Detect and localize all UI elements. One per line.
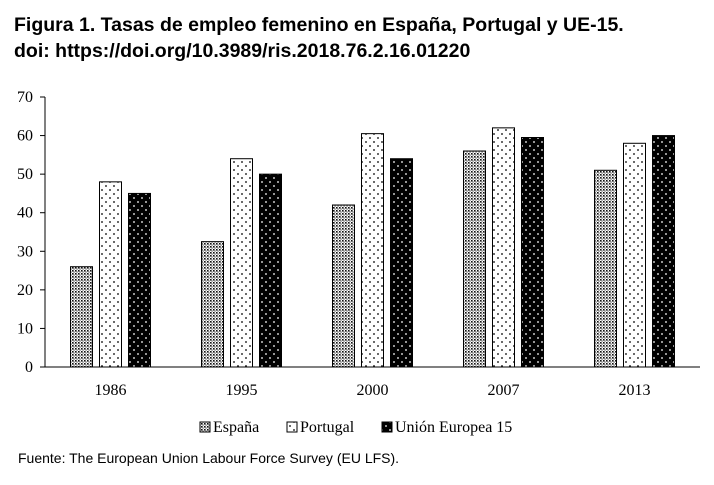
bar-1986-españa [70, 266, 93, 368]
y-tick-label: 20 [17, 282, 33, 299]
legend-label: España [213, 419, 259, 436]
bar-2013-portugal [623, 142, 646, 368]
y-axis: 0 10 20 30 40 50 60 70 [17, 89, 46, 376]
legend: España Portugal Unión Europea 15 [199, 419, 512, 436]
bar-2007-españa [463, 150, 486, 368]
x-tick-label: 2007 [488, 382, 520, 399]
legend-swatch [286, 421, 298, 433]
bar-2000-portugal [361, 133, 384, 368]
bar-2007-portugal [492, 127, 515, 368]
y-tick-label: 10 [17, 320, 33, 337]
bar-1995-portugal [230, 158, 253, 368]
legend-swatch [381, 421, 393, 433]
bar-2000-unión-europea-15 [390, 158, 413, 368]
bar-2013-españa [594, 169, 617, 368]
x-tick-label: 1986 [95, 382, 127, 399]
y-tick-label: 40 [17, 205, 33, 222]
bar-1986-unión-europea-15 [128, 192, 151, 368]
legend-label: Unión Europea 15 [395, 419, 512, 436]
y-tick-label: 0 [25, 359, 33, 376]
x-tick-label: 2000 [357, 382, 389, 399]
bar-2013-unión-europea-15 [652, 135, 675, 368]
title-line-1: Figura 1. Tasas de empleo femenino en Es… [14, 14, 624, 36]
x-tick-label: 1995 [226, 382, 258, 399]
legend-label: Portugal [300, 419, 355, 436]
source-note: Fuente: The European Union Labour Force … [18, 450, 400, 466]
bar-2000-españa [332, 204, 355, 368]
chart-title: Figura 1. Tasas de empleo femenino en Es… [14, 12, 704, 64]
y-tick-label: 60 [17, 128, 33, 145]
x-tick-label: 2013 [619, 382, 651, 399]
bar-1986-portugal [99, 181, 122, 368]
title-line-2: doi: https://doi.org/10.3989/ris.2018.76… [14, 40, 471, 62]
bar-2007-unión-europea-15 [521, 137, 544, 368]
bar-1995-españa [201, 241, 224, 368]
bar-1995-unión-europea-15 [259, 173, 282, 368]
bar-chart: 0 10 20 30 40 50 60 70 1986 1995 2000 2007 2013 Esp… [17, 89, 700, 436]
x-axis: 1986 1995 2000 2007 2013 [45, 366, 700, 399]
bars [70, 127, 675, 368]
legend-swatch [199, 421, 211, 433]
y-tick-label: 50 [17, 166, 33, 183]
y-tick-label: 30 [17, 243, 33, 260]
y-tick-label: 70 [17, 89, 33, 106]
